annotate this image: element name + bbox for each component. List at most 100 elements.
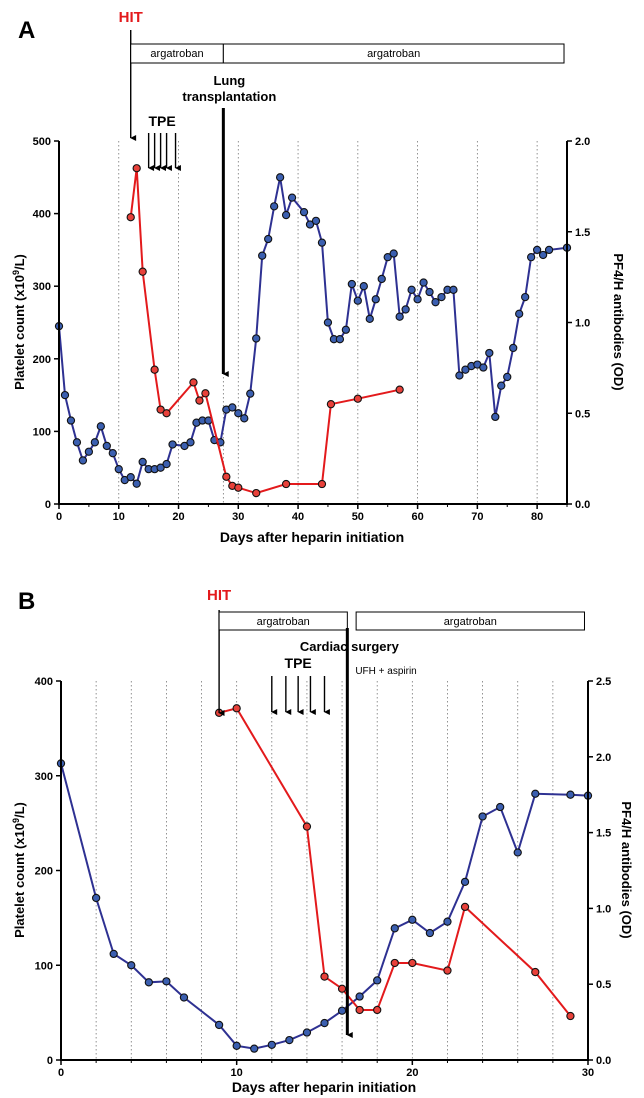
antibody-point: [355, 1005, 364, 1015]
antibody-point: [201, 389, 210, 398]
panel-a-ylabel-right: PF4/H antibodies (OD): [611, 253, 626, 390]
hit-label: HIT: [207, 587, 231, 604]
platelet-point: [109, 949, 118, 959]
platelet-point: [302, 1028, 312, 1037]
platelet-point: [299, 207, 309, 217]
ufh-aspirin-label: UFH + aspirin: [355, 666, 416, 677]
x-tick-label: 20: [172, 511, 184, 523]
platelet-point: [281, 210, 291, 220]
platelet-point: [455, 371, 464, 380]
platelet-point: [285, 1035, 294, 1045]
platelet-point: [425, 287, 434, 297]
y-left-tick-label: 100: [35, 960, 53, 972]
antibody-point: [320, 972, 329, 981]
panel-b-label: B: [18, 588, 35, 615]
platelet-point: [102, 441, 111, 451]
platelet-point: [401, 305, 410, 314]
platelet-point: [156, 463, 165, 472]
platelet-point: [186, 438, 195, 447]
panel-b-ylabel-left: Platelet count (x109/L): [11, 802, 27, 938]
platelet-point: [228, 403, 237, 412]
platelet-point: [408, 915, 417, 924]
platelet-count-line: [60, 763, 589, 1050]
platelet-point: [503, 372, 512, 382]
antibody-point: [317, 479, 327, 489]
x-tick-label: 0: [58, 1067, 64, 1079]
platelet-point: [341, 325, 351, 334]
platelet-point: [371, 295, 380, 304]
antibody-point: [234, 483, 243, 492]
y-right-tick-label: 0.5: [596, 979, 611, 991]
panel-a-axes: 0 10 20 30 40 50 60 70 80 0 100 200 300 400 500 0.0 0.5 1…: [33, 136, 591, 523]
panel-b-xlabel: Days after heparin initiation: [232, 1079, 416, 1095]
platelet-point: [443, 917, 452, 926]
x-tick-label: 40: [292, 511, 304, 523]
platelet-point: [337, 1006, 347, 1015]
platelet-point: [538, 250, 548, 260]
antibody-point: [337, 984, 347, 993]
antibody-point: [373, 1005, 382, 1015]
platelet-point: [66, 416, 76, 425]
y-left-tick-label: 100: [33, 426, 51, 438]
platelet-point: [138, 457, 147, 467]
antibody-point: [531, 967, 540, 977]
antibody-point: [395, 385, 404, 394]
platelet-point: [168, 440, 177, 449]
y-right-tick-label: 0.0: [575, 499, 590, 511]
panel-a-xlabel: Days after heparin initiation: [220, 529, 404, 545]
antibody-point: [126, 213, 135, 222]
tpe-label: TPE: [148, 113, 175, 129]
platelet-point: [317, 238, 327, 247]
platelet-point: [258, 251, 267, 260]
y-left-tick-label: 400: [35, 676, 53, 688]
antibody-point: [162, 409, 171, 418]
platelet-point: [96, 422, 105, 431]
platelet-point: [90, 438, 100, 447]
antibody-point: [326, 400, 336, 409]
platelet-point: [180, 441, 189, 451]
platelet-point: [425, 928, 435, 938]
panel-a-annotations: HIT argatroban argatroban TPE Lungtransplant…: [119, 9, 565, 377]
platelet-point: [311, 216, 321, 226]
panel-a-gridlines: [118, 141, 538, 504]
platelet-point: [270, 202, 279, 211]
platelet-point: [373, 976, 382, 985]
y-right-tick-label: 2.0: [575, 136, 590, 148]
x-tick-label: 30: [232, 511, 244, 523]
platelet-point: [526, 253, 536, 262]
platelet-point: [460, 877, 470, 887]
platelet-point: [127, 961, 136, 970]
platelet-point: [264, 234, 273, 244]
y-left-tick-label: 0: [47, 1055, 53, 1067]
panel-b-ylabel-right: PF4/H antibodies (OD): [619, 801, 634, 938]
platelet-point: [353, 296, 362, 305]
platelet-point: [323, 318, 333, 327]
platelet-point: [449, 285, 458, 294]
y-right-tick-label: 1.5: [575, 227, 590, 239]
antibody-point: [150, 365, 159, 374]
platelet-point: [252, 334, 261, 343]
x-tick-label: 50: [352, 511, 364, 523]
platelet-point: [521, 292, 530, 302]
x-tick-label: 80: [531, 511, 543, 523]
platelet-point: [491, 412, 500, 422]
y-right-tick-label: 2.5: [596, 676, 611, 688]
platelet-point: [78, 456, 88, 465]
platelet-point: [395, 312, 404, 321]
antibody-point: [408, 958, 417, 968]
panel-a-ylabel-left: Platelet count (x109/L): [11, 254, 27, 390]
antibody-point: [302, 822, 312, 831]
platelet-point: [320, 1018, 329, 1028]
argatroban-label-1: argatroban: [150, 48, 203, 60]
y-right-tick-label: 1.5: [596, 828, 611, 840]
platelet-point: [132, 479, 141, 488]
antibody-point: [189, 378, 198, 387]
platelet-point: [250, 1044, 259, 1053]
platelet-point: [419, 278, 428, 287]
x-tick-label: 10: [113, 511, 125, 523]
platelet-point: [114, 465, 123, 474]
argatroban-label-2: argatroban: [367, 48, 420, 60]
platelet-point: [335, 335, 345, 344]
